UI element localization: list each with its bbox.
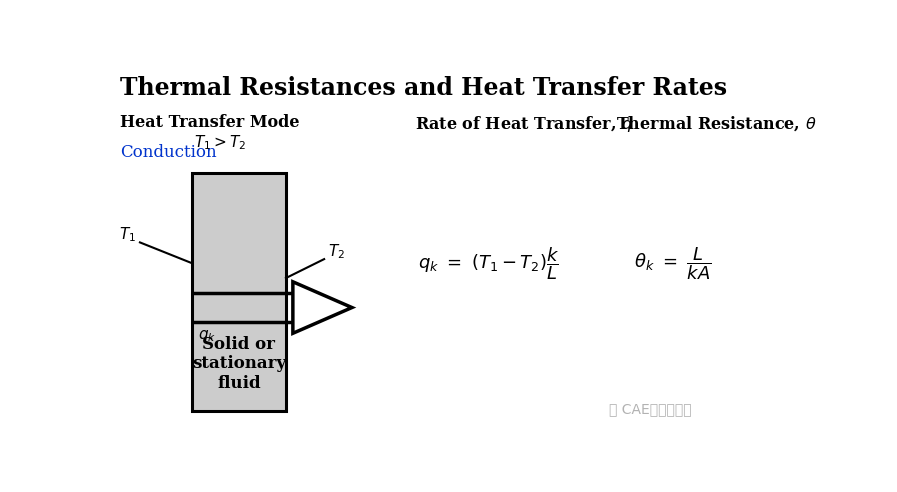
Text: $q_k \ = \ (T_1 - T_2)\dfrac{k}{L}$: $q_k \ = \ (T_1 - T_2)\dfrac{k}{L}$ — [418, 246, 559, 282]
Text: Solid or
stationary
fluid: Solid or stationary fluid — [192, 336, 286, 392]
Text: Heat Transfer Mode: Heat Transfer Mode — [120, 114, 300, 131]
Text: Thermal Resistances and Heat Transfer Rates: Thermal Resistances and Heat Transfer Ra… — [120, 76, 727, 100]
Text: 💬 CAE工程师笔记: 💬 CAE工程师笔记 — [609, 402, 692, 416]
Text: $T_1 > T_2$: $T_1 > T_2$ — [194, 133, 247, 152]
Text: Rate of Heat Transfer, $q$: Rate of Heat Transfer, $q$ — [414, 114, 632, 134]
Text: $T_1$: $T_1$ — [119, 225, 136, 244]
Text: $T_2$: $T_2$ — [327, 242, 344, 261]
Bar — [192, 173, 286, 411]
Polygon shape — [292, 282, 352, 333]
Text: Conduction: Conduction — [120, 144, 217, 161]
Text: Thermal Resistance, $\theta$: Thermal Resistance, $\theta$ — [616, 114, 817, 133]
Text: $\theta_k \ = \ \dfrac{L}{kA}$: $\theta_k \ = \ \dfrac{L}{kA}$ — [633, 246, 710, 282]
Text: $q_k$: $q_k$ — [197, 328, 216, 343]
